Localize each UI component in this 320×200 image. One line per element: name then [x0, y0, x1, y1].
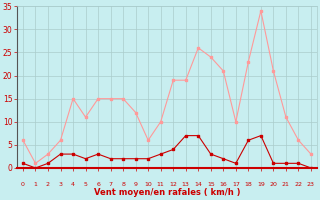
X-axis label: Vent moyen/en rafales ( km/h ): Vent moyen/en rafales ( km/h )	[94, 188, 240, 197]
